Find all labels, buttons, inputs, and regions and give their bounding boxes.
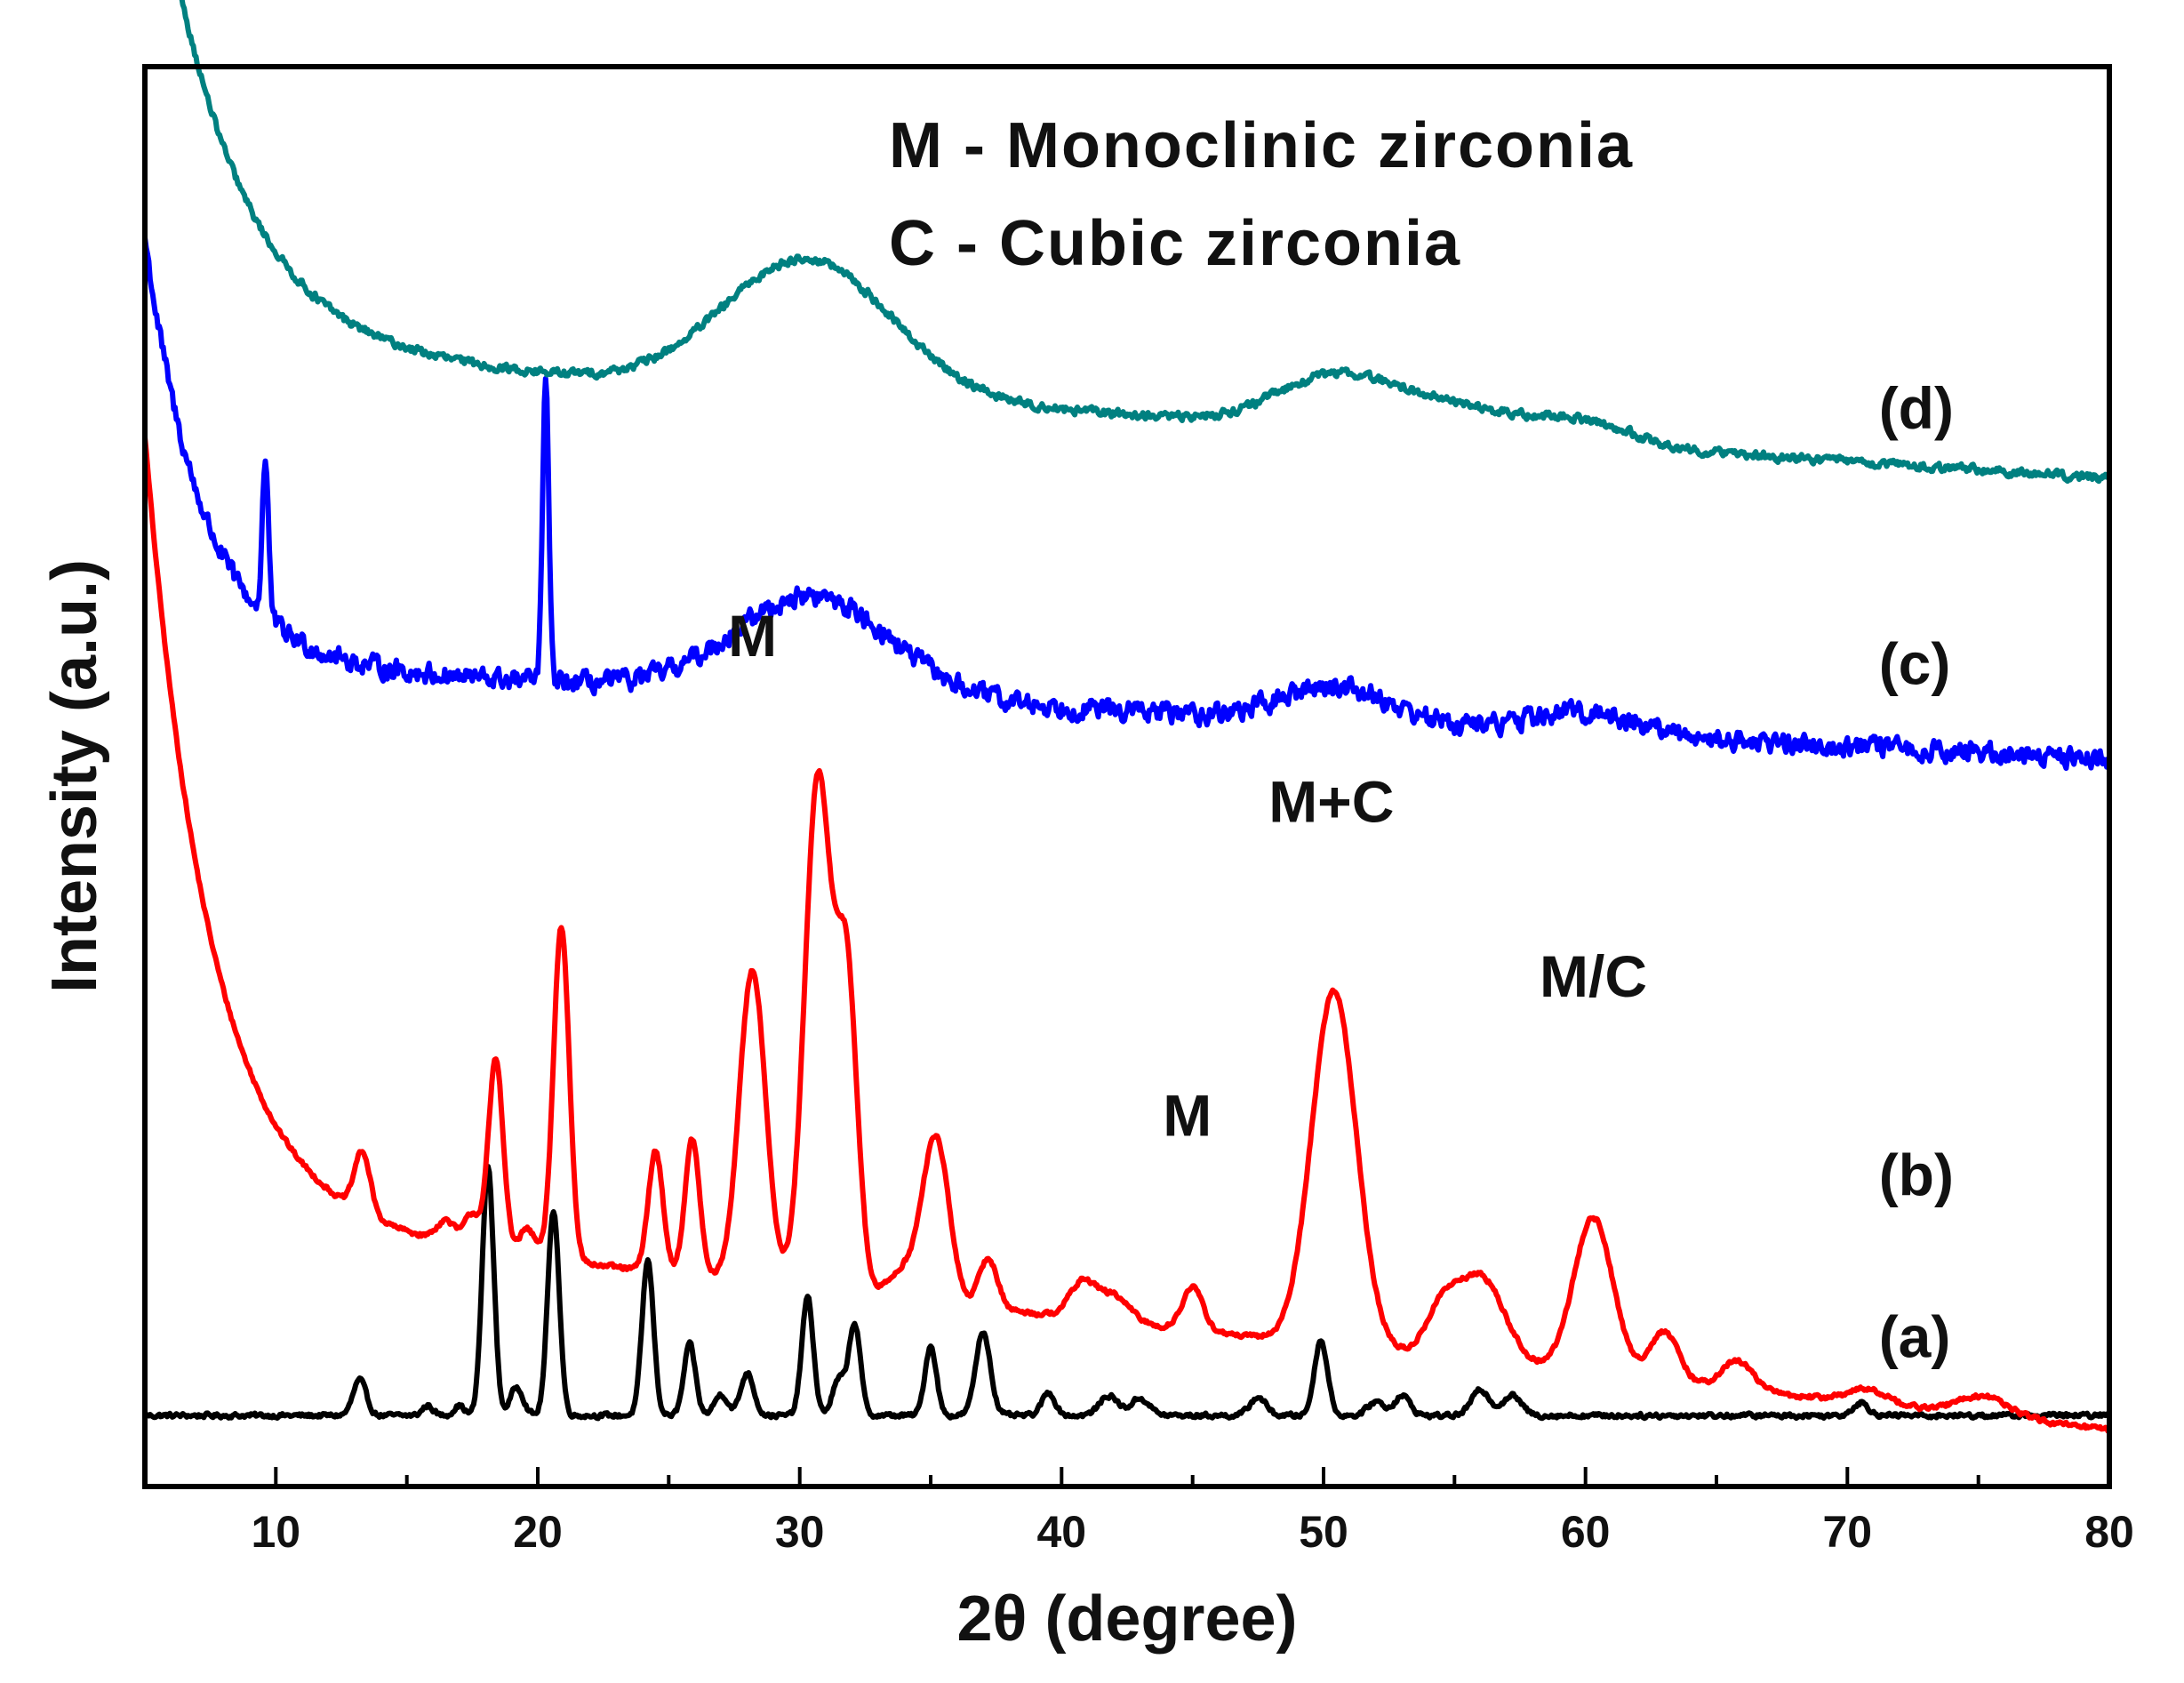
peak-annotation: M: [728, 603, 777, 669]
series-label-d: (d): [1879, 375, 1954, 441]
label-layer: (a) (b) (c) (d) M M M+C M/C: [728, 375, 1954, 1370]
series-label-b: (b): [1879, 1142, 1954, 1208]
series-label-c: (c): [1879, 631, 1951, 697]
series-line-d: [179, 0, 2111, 485]
legend-line-monoclinic: M - Monoclinic zirconia: [889, 110, 1634, 181]
x-axis-title: 2θ (degree): [956, 1583, 1297, 1655]
x-axis-ticks: 10 20 30 40 50 60 70 80: [143, 1467, 2134, 1557]
series-line-a: [142, 1164, 2112, 1422]
series-line-c: [142, 236, 2112, 772]
peak-annotation: M+C: [1268, 769, 1394, 835]
series-layer: [142, 0, 2112, 1434]
x-tick-label: 80: [2084, 1507, 2134, 1557]
x-tick-label: 20: [513, 1507, 563, 1557]
plot-frame: [142, 64, 2112, 1489]
x-tick-label: 40: [1036, 1507, 1086, 1557]
x-tick-label: 30: [775, 1507, 825, 1557]
x-tick-label: 10: [251, 1507, 300, 1557]
series-line-b: [142, 437, 2112, 1434]
peak-annotation: M: [1163, 1083, 1212, 1149]
x-tick-label: 60: [1561, 1507, 1611, 1557]
peak-annotation: M/C: [1540, 943, 1647, 1009]
series-label-a: (a): [1879, 1304, 1951, 1370]
x-tick-label: 70: [1822, 1507, 1872, 1557]
y-axis-title: Intensity (a.u.): [39, 559, 110, 993]
x-tick-label: 50: [1299, 1507, 1348, 1557]
legend-line-cubic: C - Cubic zirconia: [889, 208, 1461, 279]
